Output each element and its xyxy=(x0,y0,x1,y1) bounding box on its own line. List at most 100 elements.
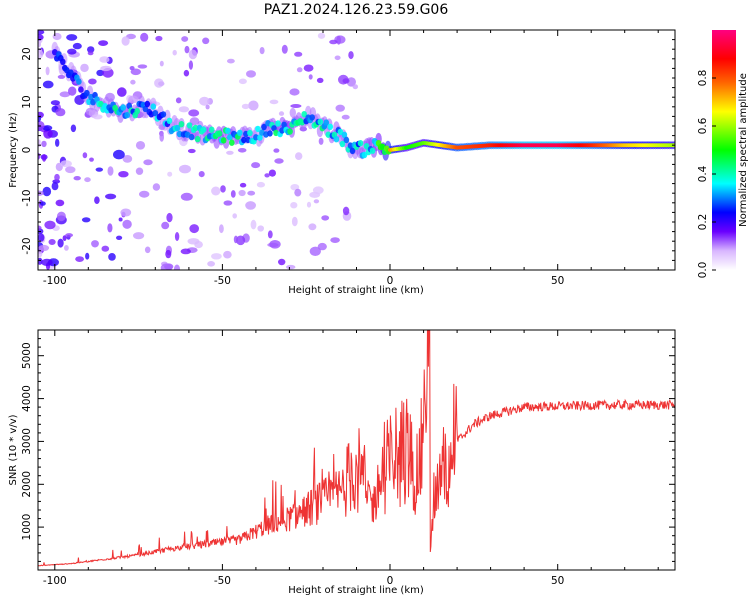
noise-blob xyxy=(65,166,76,174)
ridge-core xyxy=(349,147,356,154)
top-y-axis-label: Frequency (Hz) xyxy=(8,112,19,188)
noise-blob xyxy=(238,78,247,85)
noise-blob xyxy=(317,32,326,39)
x-tick-label: 50 xyxy=(551,575,564,587)
noise-blob xyxy=(144,246,151,254)
ridge-core xyxy=(178,121,185,128)
noise-blob xyxy=(116,235,123,240)
noise-blob xyxy=(98,40,109,46)
noise-blob xyxy=(72,42,82,50)
noise-blob xyxy=(237,148,247,153)
noise-blob xyxy=(55,108,66,117)
noise-blob xyxy=(241,103,250,110)
noise-blob xyxy=(48,239,56,245)
noise-blob xyxy=(174,232,180,241)
noise-blob xyxy=(88,78,97,85)
ridge-core xyxy=(76,78,82,85)
noise-blob xyxy=(137,64,148,69)
noise-blob xyxy=(159,132,164,142)
noise-blob xyxy=(155,35,163,42)
noise-blob xyxy=(68,86,77,96)
y-tick-label: 1000 xyxy=(21,514,33,541)
noise-blob xyxy=(64,245,69,251)
noise-blob xyxy=(92,114,103,120)
noise-blob xyxy=(55,199,65,207)
noise-blob xyxy=(232,213,237,219)
noise-blob xyxy=(51,182,59,191)
noise-blob xyxy=(40,201,46,206)
noise-blob xyxy=(233,235,238,244)
ridge-core xyxy=(363,143,370,150)
ridge-core xyxy=(317,118,324,126)
noise-blob xyxy=(259,47,265,55)
noise-blob xyxy=(80,63,89,73)
noise-blob xyxy=(250,219,257,230)
noise-blob xyxy=(264,173,270,178)
noise-blob xyxy=(207,261,216,267)
colorbar-tick-label: 0.4 xyxy=(697,165,709,182)
ridge-core xyxy=(60,58,66,65)
noise-blob xyxy=(278,258,286,266)
noise-blob xyxy=(50,100,61,106)
noise-blob xyxy=(289,107,296,118)
noise-blob xyxy=(247,190,256,196)
ridge-core xyxy=(124,111,130,119)
noise-blob xyxy=(166,212,173,223)
y-tick-label: 10 xyxy=(21,95,33,108)
noise-blob xyxy=(38,34,44,41)
noise-blob xyxy=(59,91,71,98)
noise-blob xyxy=(198,171,205,178)
noise-blob xyxy=(290,104,302,108)
ridge-core xyxy=(227,134,233,141)
noise-blob xyxy=(67,48,77,55)
noise-blob xyxy=(62,235,67,242)
noise-blob xyxy=(299,126,307,132)
noise-blob xyxy=(227,58,235,64)
noise-blob xyxy=(290,184,300,191)
colorbar-tick-label: 0.0 xyxy=(697,262,709,279)
noise-blob xyxy=(82,152,88,159)
noise-blob xyxy=(85,252,90,260)
noise-blob xyxy=(121,36,130,46)
noise-blob xyxy=(257,225,265,232)
ridge-core xyxy=(186,122,193,129)
noise-blob xyxy=(91,240,99,248)
ridge-core xyxy=(343,136,350,144)
noise-blob xyxy=(273,148,280,153)
top-y-ticks: -20 -10 0 10 20 xyxy=(21,29,675,271)
ridge-core xyxy=(257,134,263,141)
noise-blob xyxy=(43,129,53,139)
noise-blob xyxy=(118,217,123,222)
ridge-core xyxy=(247,129,253,137)
ridge-core xyxy=(225,127,231,135)
noise-blob xyxy=(38,115,42,123)
noise-blob xyxy=(251,162,261,169)
noise-blob xyxy=(336,35,342,45)
noise-blob xyxy=(175,97,182,104)
ridge-core xyxy=(64,67,70,74)
noise-blob xyxy=(133,232,145,240)
ridge-core xyxy=(337,128,344,136)
noise-blob xyxy=(107,223,113,233)
noise-blob xyxy=(181,36,189,42)
noise-blob xyxy=(329,39,338,45)
noise-blob xyxy=(313,199,320,204)
bottom-y-axis-label: SNR (10 * v/v) xyxy=(8,414,19,485)
noise-blob xyxy=(60,160,72,168)
ridge-core xyxy=(267,130,273,137)
noise-blob xyxy=(223,250,232,259)
noise-blob xyxy=(54,173,60,181)
ridge-core xyxy=(281,121,287,128)
noise-blob xyxy=(42,186,52,197)
noise-blob xyxy=(205,104,210,110)
noise-blob xyxy=(289,88,300,96)
noise-blob xyxy=(278,111,285,116)
x-tick-label: 0 xyxy=(387,575,394,587)
noise-blob xyxy=(44,220,56,230)
noise-blob xyxy=(42,154,47,162)
colorbar-tick-label: 0.8 xyxy=(697,70,709,87)
noise-blob xyxy=(38,30,45,35)
noise-blob xyxy=(308,223,317,231)
ridge-core xyxy=(339,140,346,148)
